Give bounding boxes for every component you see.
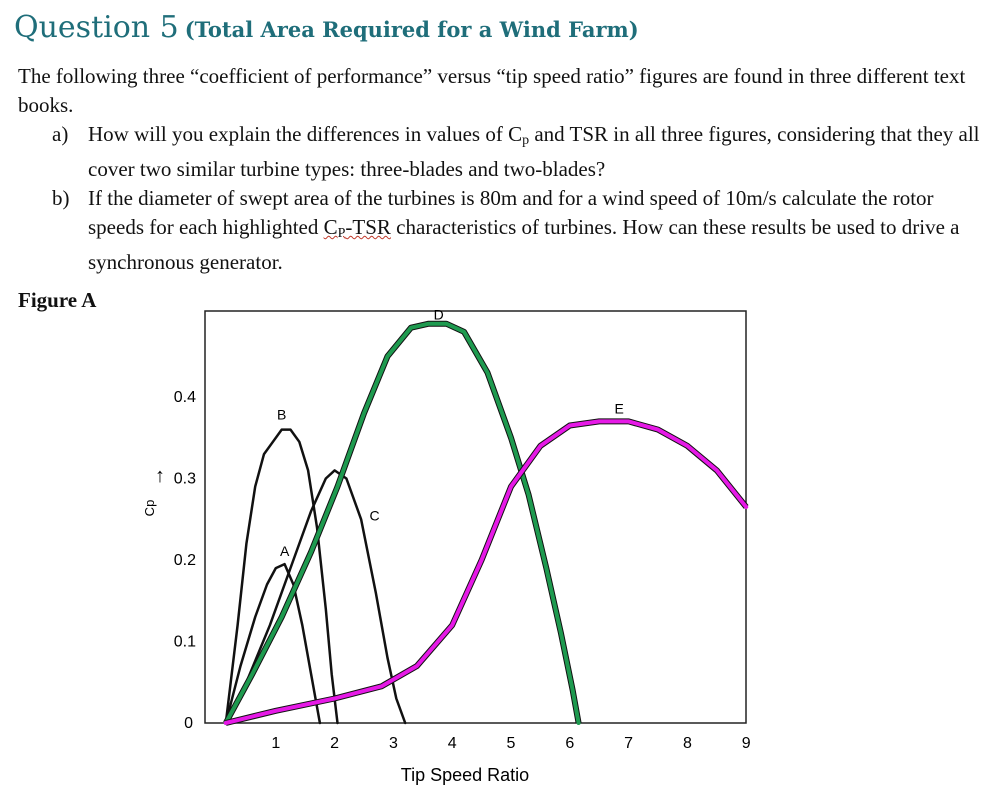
series-line-d [223,321,581,725]
subscript: P [337,226,346,241]
item-text: characteristics of turbines. How can the… [88,215,960,274]
term-tsr: -TSR [345,215,391,239]
y-tick-label: 0.4 [174,389,196,406]
y-axis-arrow: ↑ [155,465,165,487]
curve-label-c: C [370,507,380,523]
item-text: How will you explain the differences in … [88,122,523,146]
curve-label-a: A [280,543,290,559]
term-c: C [323,215,338,239]
spellcheck-term: CP-TSR [323,215,391,241]
figure-label: Figure A [18,288,97,312]
x-axis-title: Tip Speed Ratio [401,765,529,785]
curve-labels: A B C D E [277,307,624,559]
y-tick-label: 0.3 [174,471,196,488]
x-tick-label: 1 [271,735,280,752]
subscript: p [522,133,530,148]
series-line-e [223,419,749,725]
curve-label-e: E [615,400,624,416]
y-axis-label: ↑ Cp [142,465,165,516]
question-items: a) How will you explain the differences … [52,120,982,277]
series-line-shadow [223,320,582,725]
x-tick-label: 4 [448,735,457,752]
x-tick-label: 3 [389,735,398,752]
x-tick-label: 8 [683,735,692,752]
y-tick-label: 0.1 [174,634,196,651]
series-line-c [224,469,407,725]
x-tick-label: 6 [565,735,574,752]
x-tick-label: 5 [507,735,516,752]
x-tick-label: 2 [330,735,339,752]
item-text: and TSR in all three figures, considerin… [88,122,980,181]
intro-paragraph: The following three “coefficient of perf… [18,64,966,117]
y-tick-labels: 0 0.1 0.2 0.3 0.4 [174,389,196,732]
item-marker: b) [52,186,70,210]
series-lines [223,320,749,726]
question-title: Question 5 [14,10,179,45]
x-tick-labels: 1 2 3 4 5 6 7 8 9 [271,735,750,752]
series-line-b [224,428,339,725]
question-item-a: a) How will you explain the differences … [52,120,982,184]
series-line-a [224,562,322,725]
y-axis-title: Cp [142,500,157,517]
y-tick-label: 0.2 [174,552,196,569]
curve-label-b: B [277,407,286,423]
question-subtitle: (Total Area Required for a Wind Farm) [184,17,639,42]
item-marker: a) [52,122,69,146]
item-text: If the diameter of swept area of the tur… [88,186,934,239]
y-tick-label: 0 [184,715,193,732]
curve-label-d: D [434,307,444,323]
x-tick-label: 9 [742,735,751,752]
question-item-b: b) If the diameter of swept area of the … [52,184,982,277]
x-tick-label: 7 [624,735,633,752]
question-heading: Question 5 (Total Area Required for a Win… [14,10,639,45]
plot-frame [204,310,747,724]
